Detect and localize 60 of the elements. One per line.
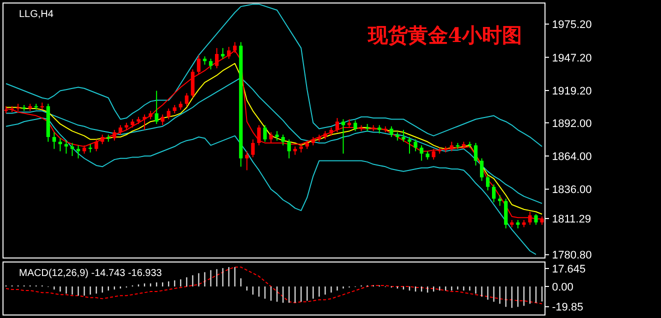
candlestick — [257, 124, 261, 146]
candlestick — [190, 68, 195, 98]
candlestick — [263, 124, 267, 142]
candlestick — [450, 141, 454, 152]
line-series — [6, 4, 542, 148]
candlestick — [142, 114, 146, 130]
y-tick-label: 1892.00 — [552, 118, 592, 130]
candlestick — [94, 138, 98, 152]
candlestick — [353, 120, 358, 132]
y-tick-label: 1836.00 — [552, 184, 592, 196]
y-tick-label: 1975.20 — [552, 19, 592, 32]
y-tick-label: 1811.29 — [552, 214, 591, 226]
candlestick — [408, 136, 412, 154]
candlestick — [341, 118, 346, 154]
candlestick — [196, 54, 201, 75]
candlestick — [335, 118, 340, 133]
line-series — [6, 266, 542, 304]
candlestick — [64, 140, 68, 154]
candlestick — [486, 174, 490, 191]
candlestick — [498, 194, 502, 206]
y-tick-label: -19.85 — [552, 302, 584, 314]
candlestick — [402, 129, 406, 142]
candlestick — [245, 150, 249, 171]
line-series — [6, 118, 536, 255]
candlestick — [480, 158, 484, 182]
candlestick — [420, 144, 424, 162]
candlestick — [275, 130, 279, 142]
y-tick-label: 1780.80 — [552, 250, 592, 262]
candlestick — [184, 92, 188, 107]
candlestick — [504, 198, 508, 229]
candlestick — [112, 129, 116, 142]
candlestick — [208, 58, 213, 70]
candlestick — [160, 114, 164, 126]
candlestick — [118, 124, 122, 136]
y-tick-label: 1919.20 — [552, 86, 592, 98]
candlestick — [474, 142, 478, 166]
candlestick — [251, 138, 255, 158]
y-tick-label: 1864.00 — [552, 151, 592, 163]
candlestick — [166, 108, 170, 120]
annotation: MACD(12,26,9) -14.743 -16.933 — [19, 268, 162, 279]
y-tick-label: 17.645 — [552, 263, 586, 276]
candlestick — [76, 144, 80, 159]
candlestick — [281, 134, 285, 146]
text: 现货黄金4小时图 — [367, 23, 522, 47]
candlestick — [154, 90, 158, 124]
candlestick — [269, 132, 273, 144]
candlestick — [287, 138, 291, 159]
candlestick — [432, 148, 436, 160]
y-tick-label: 0.00 — [552, 281, 574, 294]
y-tick-label: 1947.20 — [552, 52, 592, 64]
candlestick — [534, 214, 538, 226]
candlestick — [70, 142, 74, 156]
candlestick — [52, 132, 56, 150]
candlestick — [100, 134, 104, 145]
candlestick — [390, 126, 394, 138]
annotation: LLG,H4 — [19, 9, 54, 20]
candlestick — [492, 184, 496, 203]
line-series — [6, 77, 542, 204]
candlestick — [414, 138, 418, 152]
candlestick — [221, 48, 225, 60]
